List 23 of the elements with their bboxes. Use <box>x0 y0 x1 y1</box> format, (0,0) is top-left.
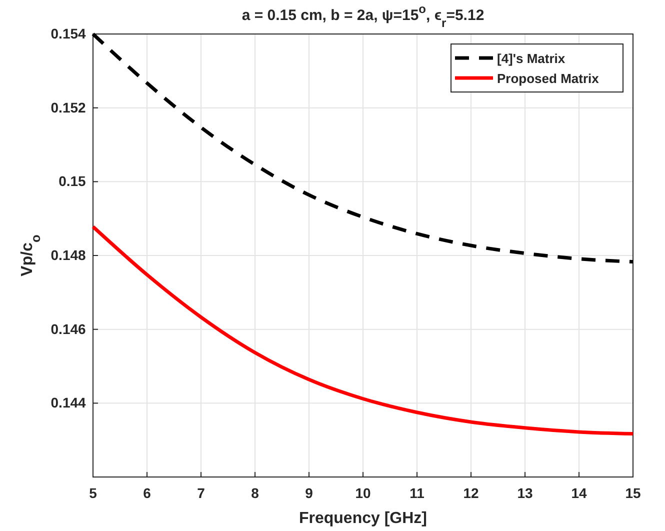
y-tick-label: 0.148 <box>50 246 86 263</box>
y-tick-label: 0.146 <box>50 320 86 337</box>
y-tick-label: 0.154 <box>50 25 86 42</box>
x-tick-label: 15 <box>625 485 641 502</box>
x-tick-label: 5 <box>89 485 98 502</box>
y-tick-label: 0.144 <box>50 394 86 411</box>
x-tick-label: 14 <box>571 485 587 502</box>
y-tick-label: 0.152 <box>50 99 86 116</box>
line-series <box>91 32 635 264</box>
line-series <box>91 224 635 436</box>
x-tick-label: 6 <box>143 485 152 502</box>
x-tick-label: 12 <box>463 485 479 502</box>
chart-title: a = 0.15 cm, b = 2a, ψ=15$^{o}$, ϵ$_{r}$=5.12 <box>242 2 484 30</box>
x-tick-label: 9 <box>305 485 314 502</box>
x-tick-label: 11 <box>410 485 425 502</box>
legend-label: [4]'s Matrix <box>497 51 566 66</box>
x-tick-label: 7 <box>197 485 206 502</box>
x-axis-title: Frequency [GHz] <box>298 510 428 527</box>
x-tick-label: 10 <box>355 485 371 502</box>
legend-label: Proposed Matrix <box>497 71 600 86</box>
x-tick-label: 13 <box>517 485 533 502</box>
x-tick-label: 8 <box>251 485 260 502</box>
y-tick-label: 0.15 <box>58 173 86 190</box>
